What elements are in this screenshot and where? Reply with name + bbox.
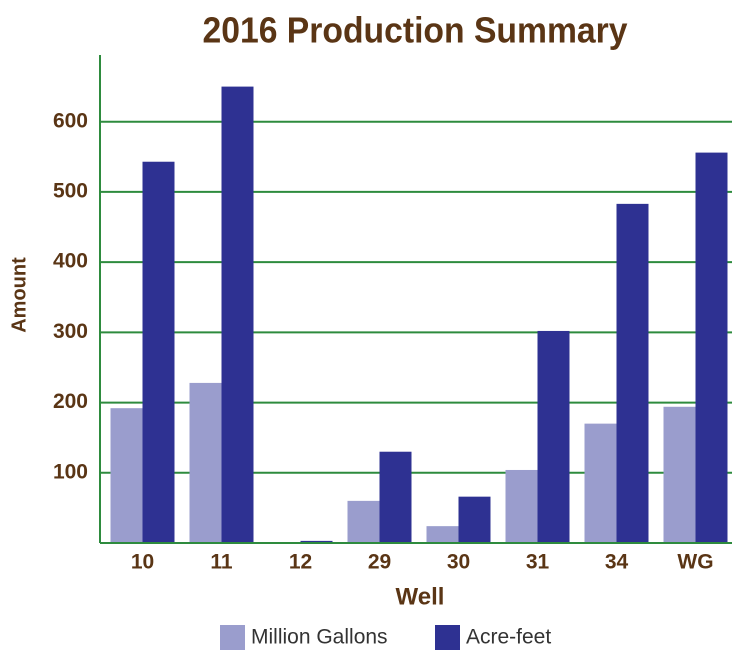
x-tick-label: 30 xyxy=(447,551,470,574)
bar xyxy=(189,382,222,543)
bar xyxy=(426,526,459,543)
y-tick-label: 400 xyxy=(53,250,88,273)
bar xyxy=(300,540,333,543)
y-tick-label: 500 xyxy=(53,179,88,202)
bar xyxy=(110,408,143,543)
bar xyxy=(458,496,491,543)
legend-label: Million Gallons xyxy=(251,626,388,649)
x-tick-label: 10 xyxy=(131,551,154,574)
y-tick-label: 600 xyxy=(53,109,88,132)
y-tick-label: 100 xyxy=(53,460,88,483)
x-tick-label: WG xyxy=(677,551,713,574)
bar xyxy=(616,203,649,544)
y-tick-label: 200 xyxy=(53,390,88,413)
bar xyxy=(505,469,538,543)
x-tick-label: 31 xyxy=(526,551,550,574)
x-tick-label: 11 xyxy=(210,551,233,574)
chart-title: 2016 Production Summary xyxy=(203,10,628,51)
y-axis-label: Amount xyxy=(8,257,30,333)
bar xyxy=(537,330,570,543)
y-tick-label: 300 xyxy=(53,320,88,343)
bar xyxy=(347,500,380,543)
x-axis-label: Well xyxy=(396,583,445,610)
legend-swatch xyxy=(435,625,460,650)
bar xyxy=(379,451,412,543)
bar xyxy=(663,406,696,543)
x-tick-label: 12 xyxy=(289,551,312,574)
bar xyxy=(695,152,728,543)
legend-label: Acre-feet xyxy=(466,626,551,649)
x-tick-label: 29 xyxy=(368,551,391,574)
bar xyxy=(584,423,617,543)
x-tick-label: 34 xyxy=(605,551,629,574)
bar xyxy=(142,161,175,543)
legend-swatch xyxy=(220,625,245,650)
bar xyxy=(221,86,254,544)
